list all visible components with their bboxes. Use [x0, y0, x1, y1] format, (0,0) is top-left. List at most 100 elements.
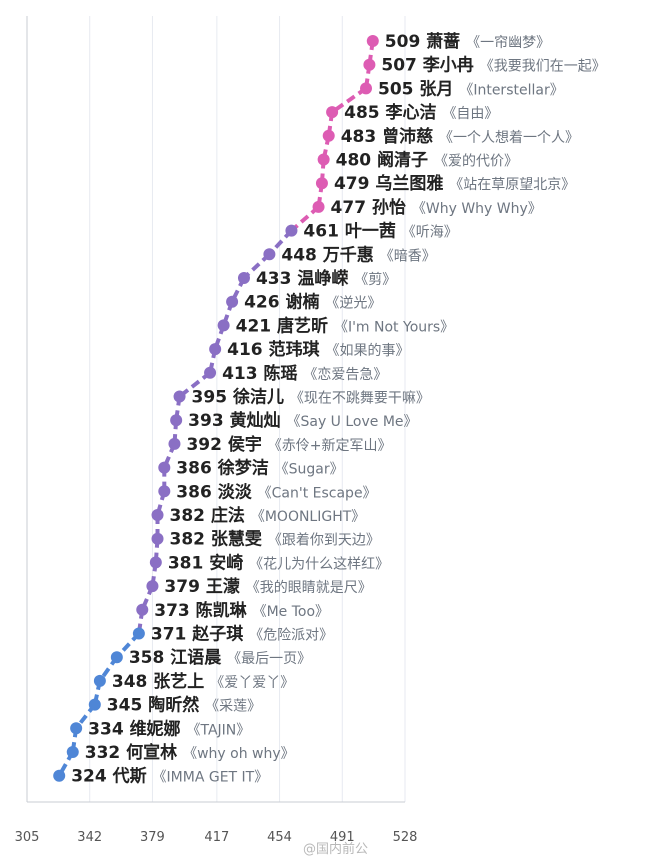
- data-point: [146, 580, 159, 593]
- data-label: 348 张艺上 《爱丫爱丫》: [112, 671, 294, 692]
- data-point: [158, 485, 171, 498]
- x-tick-label: 528: [393, 830, 418, 845]
- song-title: 《一帘幽梦》: [466, 35, 550, 51]
- data-label: 509 萧蔷 《一帘幽梦》: [385, 31, 550, 52]
- data-point: [285, 224, 298, 237]
- song-title: 《现在不跳舞要干嘛》: [290, 391, 430, 407]
- contestant-name: 徐洁儿: [232, 387, 290, 408]
- song-title: 《最后一页》: [227, 651, 311, 667]
- data-point: [322, 129, 335, 142]
- data-point: [317, 153, 330, 166]
- series-segment: [178, 371, 212, 399]
- song-title: 《I'm Not Yours》: [334, 319, 454, 335]
- data-point: [170, 414, 183, 427]
- data-point: [312, 200, 325, 213]
- score-value: 381: [168, 553, 209, 573]
- contestant-name: 淡淡: [218, 482, 258, 502]
- data-label: 393 黄灿灿 《Say U Love Me》: [188, 410, 417, 431]
- contestant-name: 阚清子: [377, 150, 434, 171]
- song-title: 《Sugar》: [275, 462, 344, 478]
- score-value: 413: [222, 364, 263, 384]
- song-title: 《赤伶+新定军山》: [268, 438, 392, 454]
- contestant-name: 范玮琪: [269, 339, 326, 360]
- data-point: [204, 366, 217, 379]
- data-label: 413 陈瑶 《恋爱告急》: [222, 363, 387, 384]
- score-value: 348: [112, 672, 153, 692]
- data-label: 392 侯宇 《赤伶+新定军山》: [186, 434, 391, 455]
- song-title: 《站在草原望北京》: [449, 177, 575, 193]
- data-label: 345 陶昕然 《采莲》: [107, 695, 261, 716]
- data-label: 485 李心洁 《自由》: [344, 102, 498, 123]
- series-segment: [290, 205, 320, 233]
- song-title: 《IMMA GET IT》: [153, 770, 269, 786]
- data-labels: 509 萧蔷 《一帘幽梦》 507 李小冉 《我要我们在一起》 505 张月 《In…: [71, 31, 606, 787]
- song-title: 《爱丫爱丫》: [210, 675, 294, 691]
- score-value: 345: [107, 696, 148, 716]
- song-title: 《Interstellar》: [459, 82, 563, 98]
- data-point: [360, 82, 373, 95]
- score-value: 382: [170, 530, 211, 550]
- data-label: 386 徐梦洁 《Sugar》: [176, 458, 343, 479]
- song-title: 《一个人想着一个人》: [439, 130, 579, 146]
- data-point: [70, 722, 83, 735]
- data-label: 373 陈凯琳 《Me Too》: [154, 600, 329, 621]
- score-value: 485: [344, 103, 385, 123]
- contestant-name: 何宣林: [126, 742, 183, 763]
- data-point: [88, 698, 101, 711]
- song-title: 《逆光》: [325, 296, 381, 312]
- song-title: 《Me Too》: [253, 604, 329, 620]
- score-value: 324: [71, 767, 112, 787]
- data-label: 416 范玮琪 《如果的事》: [227, 339, 409, 360]
- song-title: 《如果的事》: [325, 343, 409, 359]
- data-label: 433 温峥嵘 《剪》: [256, 268, 396, 289]
- contestant-name: 安崎: [209, 552, 249, 573]
- data-point: [136, 603, 149, 616]
- song-title: 《Can't Escape》: [258, 485, 377, 501]
- data-label: 421 唐艺昕 《I'm Not Yours》: [236, 315, 455, 336]
- data-point: [217, 319, 230, 332]
- contestant-name: 黄灿灿: [230, 410, 287, 431]
- data-label: 461 叶一茜 《听海》: [303, 221, 457, 242]
- data-point: [151, 509, 164, 521]
- song-title: 《采莲》: [205, 699, 261, 715]
- contestant-name: 谢楠: [286, 292, 326, 313]
- score-value: 371: [151, 625, 192, 645]
- score-value: 461: [303, 222, 344, 242]
- data-label: 334 维妮娜 《TAJIN》: [88, 718, 250, 739]
- score-value: 393: [188, 411, 229, 431]
- score-value: 373: [154, 601, 195, 621]
- data-label: 426 谢楠 《逆光》: [244, 292, 381, 313]
- x-axis-tick-labels: 305 342 379 417 454 491 528: [15, 830, 418, 845]
- data-label: 371 赵子琪 《危险派对》: [151, 624, 333, 645]
- song-title: 《危险派对》: [249, 628, 333, 644]
- data-point: [66, 746, 79, 758]
- score-value: 334: [88, 719, 129, 739]
- contestant-name: 侯宇: [228, 434, 268, 455]
- data-label: 507 李小冉 《我要我们在一起》: [381, 55, 605, 76]
- score-value: 395: [192, 388, 233, 408]
- song-title: 《MOONLIGHT》: [251, 509, 365, 525]
- data-point: [149, 556, 162, 569]
- contestant-name: 唐艺昕: [277, 315, 334, 336]
- contestant-name: 庄法: [211, 505, 251, 526]
- data-label: 483 曾沛慈 《一个人想着一个人》: [341, 126, 579, 147]
- data-point: [93, 674, 106, 687]
- contestant-name: 徐梦洁: [217, 458, 275, 479]
- data-point: [366, 35, 379, 47]
- score-value: 386: [176, 482, 217, 502]
- score-value: 332: [85, 743, 126, 763]
- data-point: [237, 272, 250, 284]
- contestant-name: 万千惠: [322, 244, 380, 265]
- x-tick-label: 491: [330, 830, 355, 845]
- data-point: [363, 58, 376, 71]
- contestant-name: 赵子琪: [191, 624, 249, 645]
- score-value: 386: [176, 459, 217, 479]
- data-label: 324 代斯 《IMMA GET IT》: [71, 766, 268, 787]
- contestant-name: 萧蔷: [426, 31, 466, 52]
- score-value: 379: [164, 577, 205, 597]
- score-value: 392: [186, 435, 227, 455]
- contestant-name: 乌兰图雅: [375, 173, 449, 194]
- data-label: 332 何宣林 《why oh why》: [85, 742, 295, 763]
- contestant-name: 江语晨: [170, 648, 227, 668]
